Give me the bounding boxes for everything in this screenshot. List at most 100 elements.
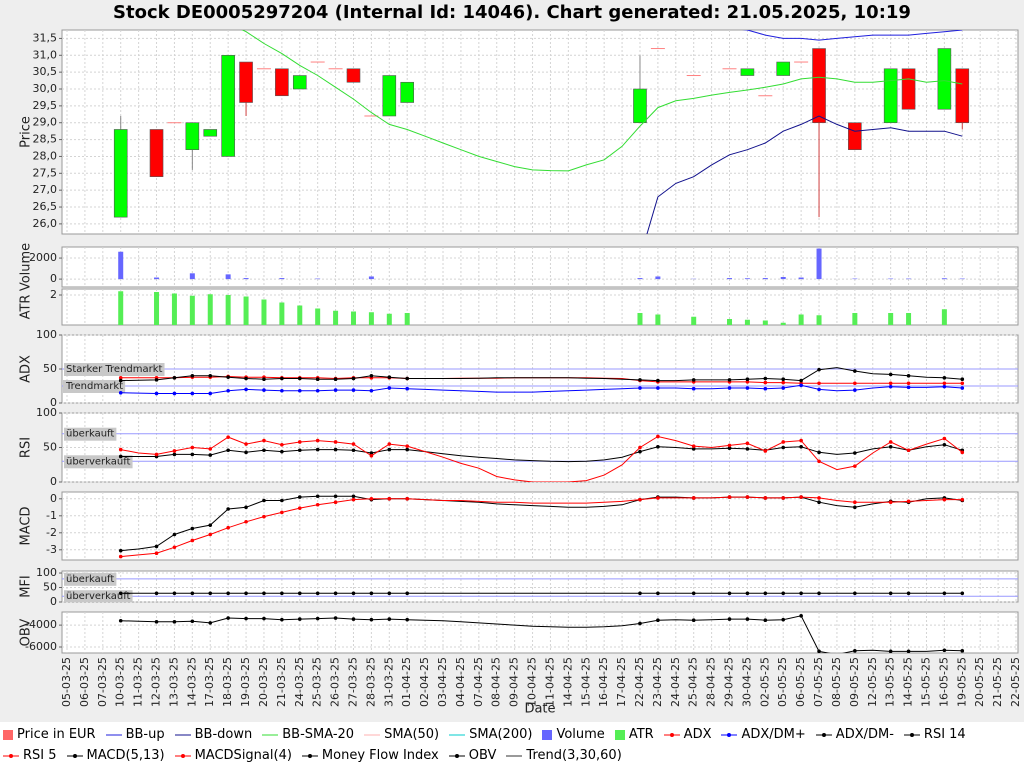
series-marker [244,450,248,455]
bar [906,278,912,280]
y-tick-label: 27,5 [33,166,58,179]
y-tick-label: 30,0 [33,82,58,95]
series-marker [226,591,230,596]
x-tick-label: 25-03-25 [311,657,324,707]
bar [852,313,858,325]
series-marker [853,649,857,653]
bar [315,278,321,280]
series-marker [315,591,320,596]
legend-label: MACDSignal(4) [194,748,292,763]
series-marker [745,386,750,390]
x-tick-label: 24-04-25 [669,657,682,707]
series-marker [638,449,642,454]
x-tick-label: 30-04-25 [740,657,753,707]
y-axis-label: Price [19,116,34,148]
panel-plot [118,291,947,325]
bar [691,316,697,325]
series-marker [154,620,159,624]
x-tick-label: 11-04-25 [543,657,556,707]
bar [243,296,249,325]
series-marker [369,453,374,458]
series-marker [226,375,230,379]
series-marker [817,459,821,464]
series-marker [853,464,857,468]
series-marker [118,591,123,596]
series-marker [763,386,768,391]
series-marker [118,391,123,395]
legend-marker [727,732,732,737]
panel-frame [61,246,1019,288]
x-tick-label: 19-03-25 [239,657,252,707]
bar [941,278,947,280]
bar [637,313,643,325]
series-marker [190,526,195,531]
series-marker [315,447,320,452]
x-tick-label: 18-03-25 [221,657,234,707]
y-tick-label: -1 [46,509,57,522]
candle-body [812,48,826,124]
bar [225,295,231,325]
legend-swatch [448,753,465,758]
series-marker [727,446,732,450]
candle-body [346,68,361,83]
series-marker [208,374,213,378]
series-marker [817,381,821,386]
x-tick-label: 20-05-25 [973,657,986,707]
panel-frame [61,288,1019,326]
series-marker [369,374,374,378]
series-marker [763,496,768,500]
panel-plot [118,614,965,653]
legend-marker [9,753,13,758]
legend-square [614,729,625,740]
x-tick-label: 21-03-25 [275,657,288,707]
series-marker [763,380,768,385]
series-marker [262,438,266,443]
series-marker [942,381,947,386]
series-marker [118,447,123,452]
series-marker [208,532,213,537]
x-tick-label: 08-05-25 [830,657,843,707]
candle-body [883,68,898,124]
series-marker [154,591,159,596]
series-marker [369,388,374,393]
x-tick-label: 22-04-25 [633,657,646,707]
bar [941,309,947,325]
series-marker [262,591,266,596]
series-marker [118,454,123,459]
x-tick-label: 07-04-25 [472,657,485,707]
legend-item: ATR [614,724,654,745]
legend-item: ADX/DM+ [720,724,806,745]
series-marker [118,554,123,559]
candle-body [203,129,218,137]
legend-label: OBV [468,748,497,763]
legend-item: Trend(3,30,60) [505,745,622,766]
series-marker [351,591,356,596]
series-marker [333,500,338,505]
series-marker [315,502,320,507]
x-tick-label: 29-04-25 [723,657,736,707]
series-marker [172,452,177,457]
series-marker [960,649,965,653]
legend-item: Price in EUR [2,724,96,745]
legend-swatch [105,734,122,735]
y-tick-label: 100 [36,566,57,579]
series-marker [781,445,786,450]
y-tick-label: -4000 [25,618,57,631]
series-marker [262,448,266,453]
series-marker [387,375,392,379]
bar [727,319,733,325]
series-marker [656,445,660,449]
y-tick-label: -3 [46,543,57,556]
legend-swatch [614,729,625,740]
bar [852,278,858,280]
series-marker [190,445,195,450]
series-marker [280,388,284,393]
series-marker [906,649,911,653]
legend-label: BB-down [194,727,253,742]
panel-frame [61,611,1019,654]
series-marker [691,386,696,391]
bar [243,278,249,280]
series-marker [351,497,356,502]
series-marker [190,591,195,596]
